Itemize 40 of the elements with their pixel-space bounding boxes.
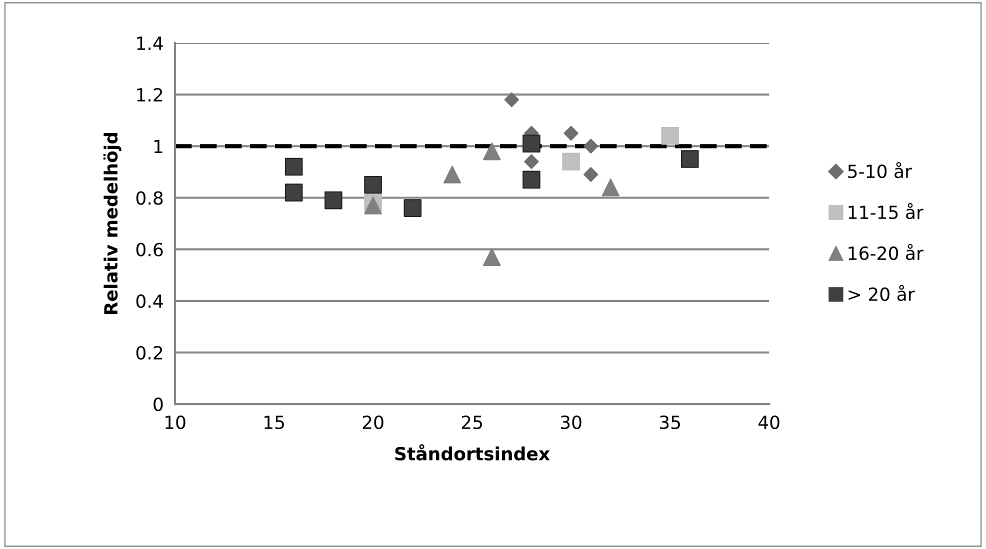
y-tick-label: 0.6	[136, 242, 163, 256]
x-tick-label: 30	[560, 415, 582, 430]
point	[443, 166, 462, 184]
y-tick-label: 0.8	[136, 191, 163, 205]
x-tick-label: 35	[660, 415, 680, 430]
y-tick-label: 1.2	[137, 88, 162, 102]
point	[583, 167, 598, 182]
point	[680, 150, 699, 168]
x-axis-title: Ståndortsindex	[395, 444, 550, 461]
point	[364, 176, 382, 194]
legend-label: 11-15 år	[848, 203, 924, 220]
x-tick-label: 10	[166, 415, 186, 430]
point	[564, 126, 578, 141]
legend-label: > 20 år	[848, 284, 915, 302]
point	[504, 92, 520, 108]
y-tick-label: 0.2	[136, 346, 162, 360]
point	[562, 152, 580, 171]
legend-label: 5-10 år	[848, 162, 912, 178]
y-axis-title: Relativ medelhöjd	[103, 132, 122, 314]
y-tick-label: 1	[154, 140, 162, 154]
point	[324, 191, 342, 210]
legend-label: 16-20 år	[848, 244, 924, 260]
point	[284, 158, 303, 176]
y-tick-label: 1.4	[137, 36, 163, 50]
point	[661, 126, 679, 145]
point	[522, 170, 540, 189]
point	[522, 134, 540, 152]
point	[482, 142, 501, 160]
point	[602, 178, 620, 196]
x-tick-label: 25	[462, 415, 482, 430]
y-tick-label: 0.4	[136, 294, 163, 308]
y-tick-label: 0	[154, 398, 163, 412]
point	[583, 138, 598, 154]
point	[524, 154, 539, 170]
x-tick-label: 20	[362, 415, 384, 430]
x-tick-label: 15	[264, 416, 284, 430]
x-tick-label: 40	[758, 415, 780, 430]
point	[482, 248, 501, 266]
point	[284, 184, 303, 202]
point	[404, 199, 422, 217]
